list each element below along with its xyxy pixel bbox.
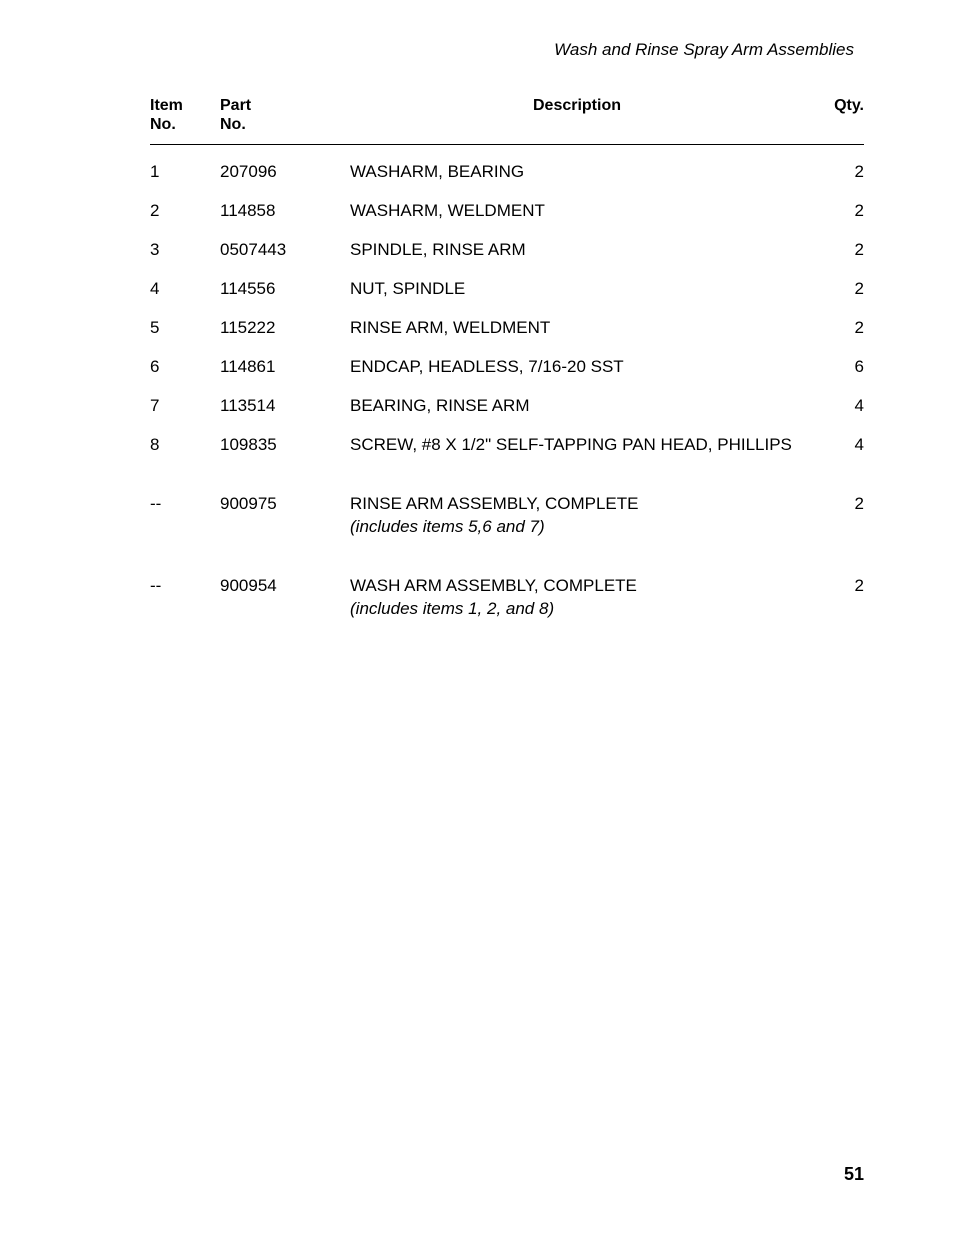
cell-part-no: 0507443	[220, 223, 350, 262]
cell-item-no: --	[150, 539, 220, 621]
cell-item-no: 4	[150, 262, 220, 301]
cell-qty: 6	[804, 340, 864, 379]
table-row: --900975RINSE ARM ASSEMBLY, COMPLETE (inc…	[150, 457, 864, 539]
cell-description: RINSE ARM ASSEMBLY, COMPLETE (includes it…	[350, 457, 804, 539]
table-row: 30507443SPINDLE, RINSE ARM 2	[150, 223, 864, 262]
cell-part-no: 207096	[220, 145, 350, 184]
cell-qty: 2	[804, 301, 864, 340]
cell-qty: 2	[804, 539, 864, 621]
col-header-part: PartNo.	[220, 96, 350, 145]
cell-item-no: 7	[150, 379, 220, 418]
cell-part-no: 113514	[220, 379, 350, 418]
section-title: Wash and Rinse Spray Arm Assemblies	[150, 40, 864, 60]
cell-description: RINSE ARM, WELDMENT	[350, 301, 804, 340]
cell-item-no: 2	[150, 184, 220, 223]
cell-description: SPINDLE, RINSE ARM	[350, 223, 804, 262]
cell-description: WASHARM, BEARING	[350, 145, 804, 184]
cell-description: ENDCAP, HEADLESS, 7/16-20 SST	[350, 340, 804, 379]
table-row: 5115222RINSE ARM, WELDMENT 2	[150, 301, 864, 340]
cell-part-no: 900954	[220, 539, 350, 621]
description-text: RINSE ARM, WELDMENT	[350, 318, 550, 337]
cell-item-no: 8	[150, 418, 220, 457]
table-header: ItemNo. PartNo. Description Qty.	[150, 96, 864, 145]
col-header-description: Description	[350, 96, 804, 145]
table-row: 4114556NUT, SPINDLE 2	[150, 262, 864, 301]
cell-description: BEARING, RINSE ARM	[350, 379, 804, 418]
cell-qty: 2	[804, 223, 864, 262]
page-number: 51	[844, 1164, 864, 1185]
table-row: 1207096WASHARM, BEARING 2	[150, 145, 864, 184]
table-row: 8109835SCREW, #8 X 1/2" SELF-TAPPING PAN…	[150, 418, 864, 457]
cell-item-no: 5	[150, 301, 220, 340]
table-row: 6114861ENDCAP, HEADLESS, 7/16-20 SST6	[150, 340, 864, 379]
description-text: WASH ARM ASSEMBLY, COMPLETE	[350, 576, 637, 595]
description-text: RINSE ARM ASSEMBLY, COMPLETE	[350, 494, 638, 513]
table-row: 2114858WASHARM, WELDMENT2	[150, 184, 864, 223]
description-text: SPINDLE, RINSE ARM	[350, 240, 526, 259]
cell-qty: 4	[804, 418, 864, 457]
description-note: (includes items 1, 2, and 8)	[350, 598, 804, 621]
cell-item-no: --	[150, 457, 220, 539]
col-header-item: ItemNo.	[150, 96, 220, 145]
table-body: 1207096WASHARM, BEARING22114858WASHARM, …	[150, 145, 864, 621]
cell-part-no: 114861	[220, 340, 350, 379]
document-page: Wash and Rinse Spray Arm Assemblies Item…	[0, 0, 954, 661]
cell-part-no: 900975	[220, 457, 350, 539]
cell-item-no: 6	[150, 340, 220, 379]
cell-part-no: 114858	[220, 184, 350, 223]
cell-description: WASH ARM ASSEMBLY, COMPLETE (includes ite…	[350, 539, 804, 621]
cell-qty: 2	[804, 262, 864, 301]
cell-qty: 4	[804, 379, 864, 418]
cell-part-no: 114556	[220, 262, 350, 301]
table-row: --900954WASH ARM ASSEMBLY, COMPLETE (incl…	[150, 539, 864, 621]
description-text: WASHARM, WELDMENT	[350, 201, 545, 220]
cell-description: SCREW, #8 X 1/2" SELF-TAPPING PAN HEAD, …	[350, 418, 804, 457]
cell-qty: 2	[804, 457, 864, 539]
table-row: 7113514BEARING, RINSE ARM 4	[150, 379, 864, 418]
description-text: BEARING, RINSE ARM	[350, 396, 529, 415]
cell-description: NUT, SPINDLE	[350, 262, 804, 301]
cell-item-no: 3	[150, 223, 220, 262]
cell-qty: 2	[804, 184, 864, 223]
cell-qty: 2	[804, 145, 864, 184]
description-text: WASHARM, BEARING	[350, 162, 524, 181]
description-text: NUT, SPINDLE	[350, 279, 465, 298]
cell-part-no: 115222	[220, 301, 350, 340]
description-text: SCREW, #8 X 1/2" SELF-TAPPING PAN HEAD, …	[350, 435, 792, 454]
cell-description: WASHARM, WELDMENT	[350, 184, 804, 223]
description-text: ENDCAP, HEADLESS, 7/16-20 SST	[350, 357, 624, 376]
cell-item-no: 1	[150, 145, 220, 184]
parts-table: ItemNo. PartNo. Description Qty. 1207096…	[150, 96, 864, 621]
col-header-qty: Qty.	[804, 96, 864, 145]
description-note: (includes items 5,6 and 7)	[350, 516, 804, 539]
cell-part-no: 109835	[220, 418, 350, 457]
